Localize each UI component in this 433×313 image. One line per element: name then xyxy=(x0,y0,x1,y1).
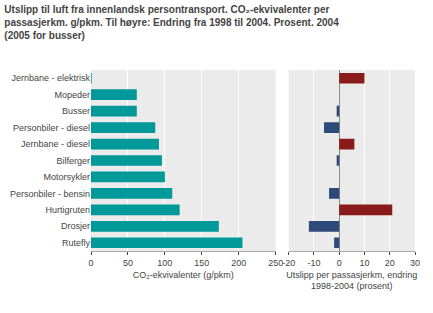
svg-text:10: 10 xyxy=(359,258,369,268)
svg-text:20: 20 xyxy=(385,258,395,268)
svg-text:Mopeder: Mopeder xyxy=(54,90,90,100)
svg-text:Utslipp per passasjerkm, endri: Utslipp per passasjerkm, endring1998-200… xyxy=(286,270,417,292)
svg-text:Jernbane - diesel: Jernbane - diesel xyxy=(21,139,90,149)
svg-text:30: 30 xyxy=(410,258,420,268)
svg-text:0: 0 xyxy=(88,258,93,268)
svg-text:Jernbane - elektrisk: Jernbane - elektrisk xyxy=(11,73,90,83)
svg-text:250: 250 xyxy=(268,258,283,268)
svg-text:150: 150 xyxy=(194,258,209,268)
svg-text:Busser: Busser xyxy=(62,106,90,116)
svg-text:-20: -20 xyxy=(282,258,295,268)
svg-text:Drosjer: Drosjer xyxy=(61,221,90,231)
svg-text:50: 50 xyxy=(123,258,133,268)
svg-text:CO₂-ekvivalenter (g/pkm): CO₂-ekvivalenter (g/pkm) xyxy=(133,270,234,280)
svg-text:100: 100 xyxy=(157,258,172,268)
svg-text:Personbiler - diesel: Personbiler - diesel xyxy=(13,123,90,133)
svg-text:Hurtigruten: Hurtigruten xyxy=(45,205,90,215)
svg-text:Motorsykler: Motorsykler xyxy=(43,172,90,182)
svg-text:Rutefly: Rutefly xyxy=(62,238,91,248)
svg-text:0: 0 xyxy=(337,258,342,268)
svg-text:200: 200 xyxy=(231,258,246,268)
svg-text:Bilferger: Bilferger xyxy=(56,156,90,166)
svg-text:Personbiler - bensin: Personbiler - bensin xyxy=(10,189,90,199)
svg-text:Utslipp til luft fra innenland: Utslipp til luft fra innenlandsk persont… xyxy=(4,4,339,41)
svg-text:-10: -10 xyxy=(307,258,320,268)
